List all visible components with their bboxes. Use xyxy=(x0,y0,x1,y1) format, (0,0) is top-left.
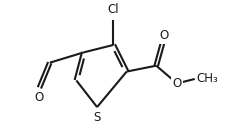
Text: Cl: Cl xyxy=(108,3,119,16)
Text: CH₃: CH₃ xyxy=(197,72,218,85)
Text: O: O xyxy=(35,91,44,104)
Text: S: S xyxy=(93,111,101,124)
Text: O: O xyxy=(159,29,168,42)
Text: O: O xyxy=(172,77,182,90)
